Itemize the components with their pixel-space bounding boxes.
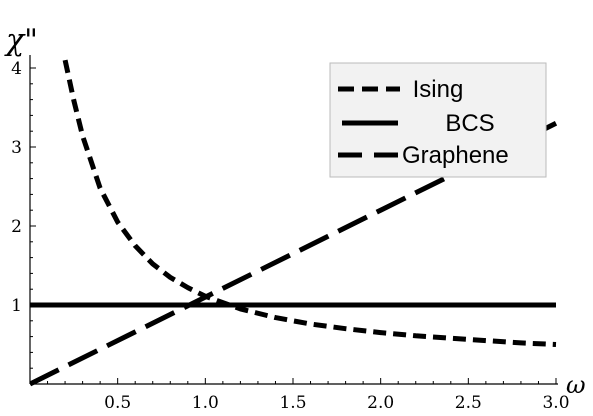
- y-tick-label: 3: [11, 138, 22, 158]
- y-tick-label: 2: [11, 217, 22, 237]
- legend-label-graphene: Graphene: [402, 142, 509, 169]
- legend-label-bcs: BCS: [445, 110, 494, 137]
- axes: [29, 55, 558, 385]
- y-axis-title: χ": [4, 23, 38, 58]
- legend-label-ising: Ising: [413, 76, 464, 103]
- y-tick-label: 1: [11, 296, 22, 316]
- x-axis-title: ω: [566, 371, 586, 399]
- x-tick-label: 2.0: [367, 393, 394, 413]
- y-tick-label: 4: [11, 59, 22, 79]
- tick-labels: 0.5 1.0 1.5 2.0 2.5 3.0 1 2 3 4 ω χ": [4, 23, 586, 413]
- x-tick-label: 2.5: [455, 393, 482, 413]
- x-tick-label: 1.5: [279, 393, 306, 413]
- x-tick-label: 1.0: [192, 393, 219, 413]
- x-tick-label: 3.0: [542, 393, 569, 413]
- x-tick-label: 0.5: [104, 393, 131, 413]
- legend: Ising BCS Graphene: [329, 62, 547, 178]
- legend-box: [329, 62, 547, 178]
